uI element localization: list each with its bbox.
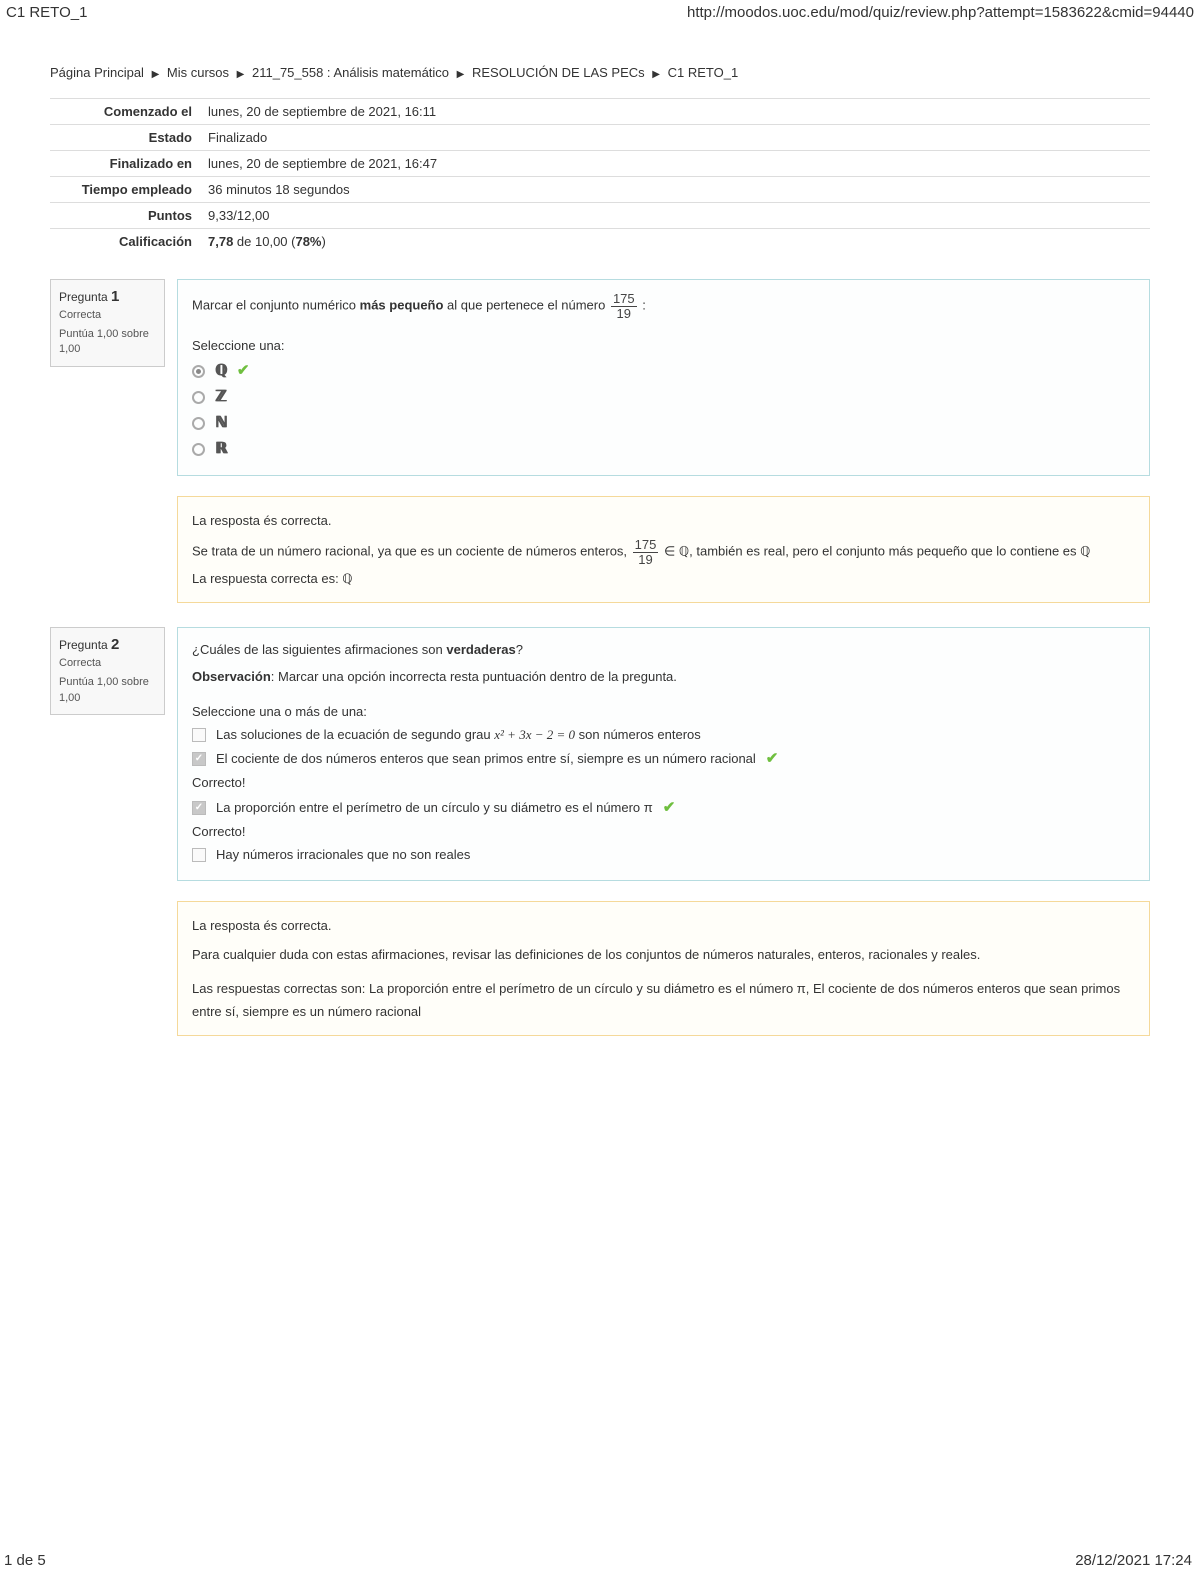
- summary-row: Finalizado enlunes, 20 de septiembre de …: [50, 151, 1150, 177]
- grade-text: de 10,00 (: [233, 234, 295, 249]
- select-prompt: Seleccione una:: [192, 336, 1135, 357]
- summary-label: Estado: [50, 125, 200, 151]
- radio-icon[interactable]: [192, 365, 205, 378]
- grade-text: ): [322, 234, 326, 249]
- fraction: 17519: [631, 538, 661, 566]
- correcto-label: Correcto!: [192, 773, 1135, 794]
- summary-label: Tiempo empleado: [50, 177, 200, 203]
- summary-value: 36 minutos 18 segundos: [200, 177, 1150, 203]
- page-footer: 1 de 5 28/12/2021 17:24: [0, 1546, 1200, 1575]
- question-grade: Puntúa 1,00 sobre 1,00: [59, 327, 156, 358]
- summary-row: Tiempo empleado36 minutos 18 segundos: [50, 177, 1150, 203]
- summary-value: lunes, 20 de septiembre de 2021, 16:47: [200, 151, 1150, 177]
- page-header: C1 RETO_1 http://moodos.uoc.edu/mod/quiz…: [0, 0, 1200, 29]
- summary-row: Calificación 7,78 de 10,00 (78%): [50, 229, 1150, 256]
- chevron-right-icon: ▶: [648, 69, 664, 80]
- feedback-line: La resposta és correcta.: [192, 914, 1135, 937]
- feedback-line: Las respuestas correctas son: La proporc…: [192, 977, 1135, 1024]
- correcto-label: Correcto!: [192, 822, 1135, 843]
- feedback-line: Para cualquier duda con estas afirmacion…: [192, 943, 1135, 966]
- summary-value: Finalizado: [200, 125, 1150, 151]
- answer-option[interactable]: Las soluciones de la ecuación de segundo…: [192, 725, 1135, 746]
- question-number: Pregunta 2: [59, 636, 156, 653]
- chevron-right-icon: ▶: [453, 69, 469, 80]
- observation: Observación: Marcar una opción incorrect…: [192, 667, 1135, 688]
- summary-value: 9,33/12,00: [200, 203, 1150, 229]
- check-icon: ✔: [663, 796, 676, 820]
- radio-icon[interactable]: [192, 443, 205, 456]
- summary-row: EstadoFinalizado: [50, 125, 1150, 151]
- checkbox-icon[interactable]: [192, 801, 206, 815]
- crumb[interactable]: 211_75_558 : Análisis matemático: [252, 65, 449, 80]
- question-state: Correcta: [59, 309, 156, 321]
- crumb[interactable]: C1 RETO_1: [668, 65, 739, 80]
- summary-row: Puntos9,33/12,00: [50, 203, 1150, 229]
- option-text: El cociente de dos números enteros que s…: [216, 749, 756, 770]
- radio-icon[interactable]: [192, 391, 205, 404]
- answer-option[interactable]: El cociente de dos números enteros que s…: [192, 747, 1135, 771]
- check-icon: ✔: [766, 747, 779, 771]
- crumb[interactable]: RESOLUCIÓN DE LAS PECs: [472, 65, 645, 80]
- answer-option[interactable]: ℝ: [192, 437, 1135, 461]
- checkbox-icon[interactable]: [192, 848, 206, 862]
- option-text: Las soluciones de la ecuación de segundo…: [216, 725, 701, 746]
- crumb[interactable]: Mis cursos: [167, 65, 229, 80]
- summary-value: lunes, 20 de septiembre de 2021, 16:11: [200, 99, 1150, 125]
- summary-value: 7,78 de 10,00 (78%): [200, 229, 1150, 256]
- answer-option[interactable]: ℤ: [192, 385, 1135, 409]
- checkbox-icon[interactable]: [192, 728, 206, 742]
- answer-option[interactable]: La proporción entre el perímetro de un c…: [192, 796, 1135, 820]
- question-1: Pregunta 1 Correcta Puntúa 1,00 sobre 1,…: [50, 279, 1150, 603]
- crumb[interactable]: Página Principal: [50, 65, 144, 80]
- check-icon: ✔: [237, 359, 250, 383]
- summary-table: Comenzado ellunes, 20 de septiembre de 2…: [50, 98, 1150, 255]
- answer-option[interactable]: Hay números irracionales que no son real…: [192, 845, 1135, 866]
- feedback-line: Se trata de un número racional, ya que e…: [192, 538, 1135, 566]
- feedback-line: La resposta és correcta.: [192, 509, 1135, 532]
- page-number: 1 de 5: [4, 1552, 46, 1569]
- fraction: 17519: [609, 292, 639, 320]
- feedback: La resposta és correcta. Se trata de un …: [177, 496, 1150, 603]
- doc-title: C1 RETO_1: [6, 4, 87, 21]
- feedback: La resposta és correcta. Para cualquier …: [177, 901, 1150, 1037]
- summary-label: Comenzado el: [50, 99, 200, 125]
- chevron-right-icon: ▶: [233, 69, 249, 80]
- question-text: ¿Cuáles de las siguientes afirmaciones s…: [192, 640, 1135, 661]
- answer-option[interactable]: ℚ✔: [192, 359, 1135, 383]
- question-number: Pregunta 1: [59, 288, 156, 305]
- select-prompt: Seleccione una o más de una:: [192, 702, 1135, 723]
- question-content: ¿Cuáles de las siguientes afirmaciones s…: [177, 627, 1150, 1036]
- grade-pct: 78%: [295, 234, 321, 249]
- print-date: 28/12/2021 17:24: [1075, 1552, 1192, 1569]
- option-text: Hay números irracionales que no son real…: [216, 845, 470, 866]
- summary-label: Calificación: [50, 229, 200, 256]
- question-text: Marcar el conjunto numérico más pequeño …: [192, 292, 1135, 320]
- question-state: Correcta: [59, 657, 156, 669]
- summary-label: Puntos: [50, 203, 200, 229]
- question-2: Pregunta 2 Correcta Puntúa 1,00 sobre 1,…: [50, 627, 1150, 1036]
- option-text: La proporción entre el perímetro de un c…: [216, 798, 653, 819]
- summary-label: Finalizado en: [50, 151, 200, 177]
- formulation: ¿Cuáles de las siguientes afirmaciones s…: [177, 627, 1150, 881]
- question-grade: Puntúa 1,00 sobre 1,00: [59, 675, 156, 706]
- question-content: Marcar el conjunto numérico más pequeño …: [177, 279, 1150, 603]
- answer-option[interactable]: ℕ: [192, 411, 1135, 435]
- feedback-line: La respuesta correcta es: ℚ: [192, 567, 1135, 590]
- doc-url: http://moodos.uoc.edu/mod/quiz/review.ph…: [687, 4, 1194, 21]
- content: Página Principal ▶ Mis cursos ▶ 211_75_5…: [0, 29, 1200, 1046]
- chevron-right-icon: ▶: [148, 69, 164, 80]
- grade-value: 7,78: [208, 234, 233, 249]
- question-info: Pregunta 2 Correcta Puntúa 1,00 sobre 1,…: [50, 627, 165, 715]
- question-info: Pregunta 1 Correcta Puntúa 1,00 sobre 1,…: [50, 279, 165, 367]
- checkbox-icon[interactable]: [192, 752, 206, 766]
- radio-icon[interactable]: [192, 417, 205, 430]
- breadcrumb: Página Principal ▶ Mis cursos ▶ 211_75_5…: [50, 59, 1150, 98]
- summary-row: Comenzado ellunes, 20 de septiembre de 2…: [50, 99, 1150, 125]
- formulation: Marcar el conjunto numérico más pequeño …: [177, 279, 1150, 476]
